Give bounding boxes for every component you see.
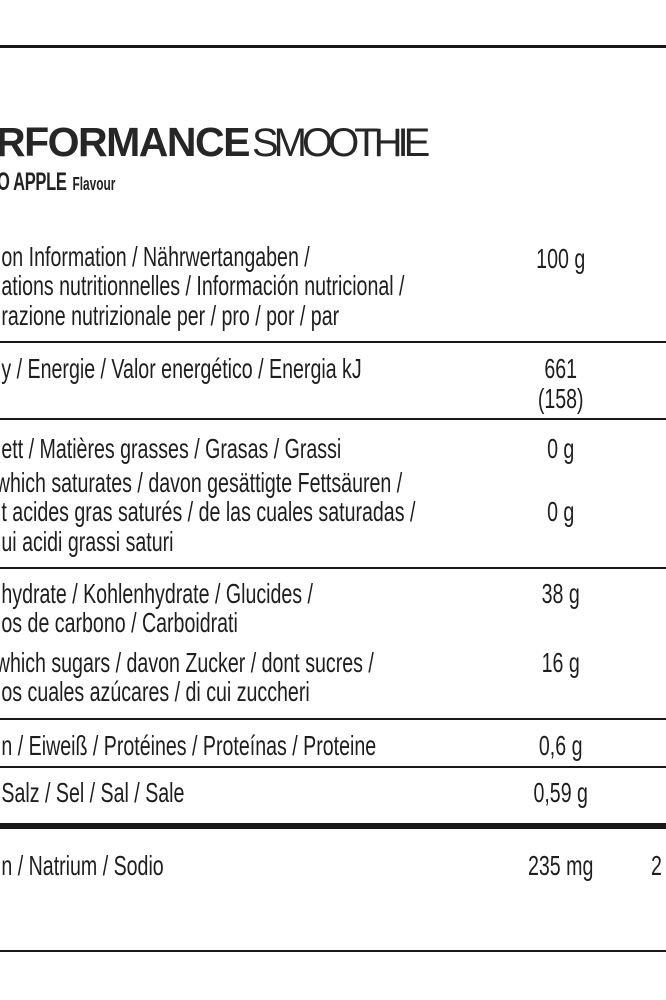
flavour-name: O APPLE [0,168,67,196]
row-protein-value: 0,6 g [538,730,583,761]
divider-below-header [0,341,666,343]
row-fat-value: 0 g [547,433,575,464]
divider-below-energy [0,418,666,420]
row-saturates-line2: t acides gras saturés / de las cuales sa… [1,496,416,527]
row-sugars-line1: which sugars / davon Zucker / dont sucre… [0,647,374,678]
row-salt-value: 0,59 g [533,777,588,808]
table-header-line2: ations nutritionnelles / Información nut… [1,270,405,301]
row-protein-label: n / Eiweiß / Protéines / Proteínas / Pro… [1,730,377,761]
row-energy-value-kj: 661 [544,353,578,384]
row-sodium-value-second-column-partial: 2 [651,850,662,881]
row-sodium-value: 235 mg [528,850,594,881]
divider-below-sugars [0,718,666,720]
row-salt-label: Salz / Sel / Sal / Sale [1,777,185,808]
divider-below-protein [0,766,666,768]
flavour-line: O APPLE Flavour [0,168,115,197]
divider-top [0,45,666,48]
row-saturates-line1: which saturates / davon gesättigte Fetts… [0,467,403,498]
table-header-line3: razione nutrizionale per / pro / por / p… [1,300,340,331]
divider-bottom [0,950,666,952]
row-carbohydrate-value: 38 g [541,578,580,609]
column-header-amount: 100 g [536,243,586,274]
row-energy-label: y / Energie / Valor energético / Energia… [1,353,362,384]
row-sugars-value: 16 g [541,647,580,678]
divider-below-saturates [0,567,666,569]
row-saturates-value: 0 g [547,496,575,527]
row-sodium-label: n / Natrium / Sodio [1,850,164,881]
row-sugars-line2: os cuales azúcares / di cui zuccheri [1,676,310,707]
row-fat-label: ett / Matières grasses / Grasas / Grassi [1,433,342,464]
product-title: RFORMANCE SMOOTHIE [0,119,430,165]
row-carbohydrate-line1: hydrate / Kohlenhydrate / Glucides / [1,578,314,609]
product-title-bold: RFORMANCE [0,119,250,165]
divider-thick-above-sodium [0,823,666,829]
product-title-light: SMOOTHIE [251,121,430,165]
row-carbohydrate-line2: os de carbono / Carboidrati [1,607,238,638]
row-energy-value-kcal: (158) [537,383,584,414]
row-saturates-line3: ui acidi grassi saturi [1,526,174,557]
table-header-line1: on Information / Nährwertangaben / [1,241,310,272]
flavour-label: Flavour [72,174,116,194]
